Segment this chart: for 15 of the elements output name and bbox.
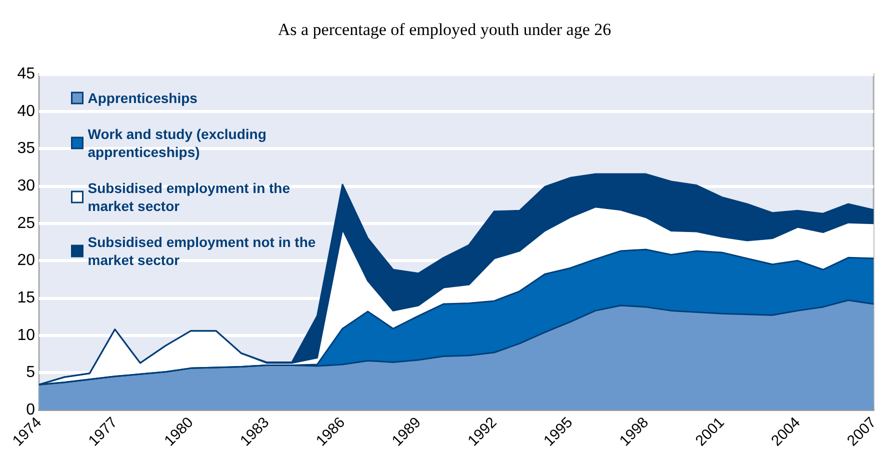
legend-label: Work and study (excluding apprenticeships)	[88, 126, 270, 160]
y-tick-label: 20	[17, 252, 36, 270]
legend-label: Subsidised employment in the market sector	[88, 180, 294, 214]
y-tick-label: 25	[17, 214, 36, 232]
legend-label: Subsidised employment not in the market sector	[88, 234, 320, 268]
y-tick-label: 45	[17, 66, 36, 82]
y-tick-label: 15	[17, 290, 36, 306]
y-tick-label: 40	[17, 102, 36, 120]
y-tick-label: 35	[17, 140, 36, 158]
y-tick-label: 5	[26, 364, 36, 382]
y-tick-label: 30	[17, 178, 36, 194]
chart-title: As a percentage of employed youth under age 26	[278, 20, 612, 39]
y-tick-label: 0	[26, 402, 36, 418]
legend-label: Apprenticeships	[88, 90, 198, 106]
y-tick-label: 10	[17, 326, 36, 344]
